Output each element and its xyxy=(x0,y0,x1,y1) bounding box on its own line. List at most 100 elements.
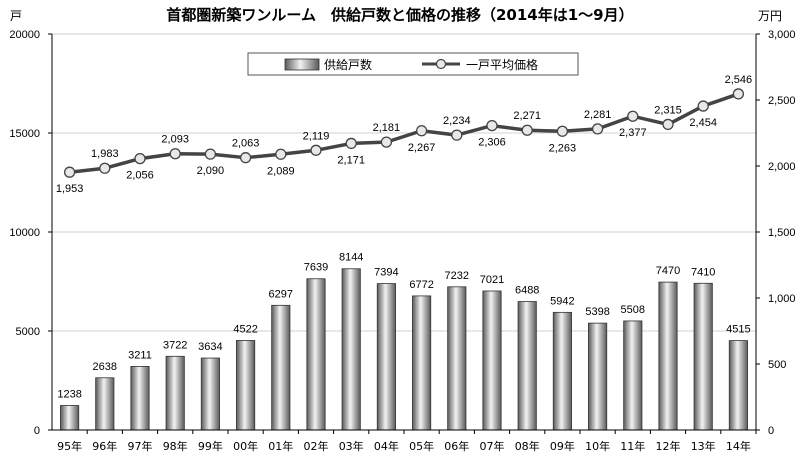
price-data-label: 2,306 xyxy=(478,137,506,149)
right-tick-label: 2,000 xyxy=(768,161,796,173)
bar-data-label: 4515 xyxy=(726,324,750,336)
price-point xyxy=(486,119,498,132)
x-tick-label: 10年 xyxy=(585,439,610,453)
x-tick-label: 97年 xyxy=(128,439,153,453)
x-tick-label: 05年 xyxy=(409,439,434,453)
bar-data-label: 7232 xyxy=(445,270,469,282)
price-point xyxy=(732,88,745,100)
price-point xyxy=(380,136,393,148)
bar xyxy=(376,283,396,431)
bar xyxy=(552,311,572,431)
left-tick-label: 20000 xyxy=(9,29,40,41)
left-axis-unit: 戸 xyxy=(10,9,22,23)
x-tick-label: 06年 xyxy=(444,439,469,453)
x-tick-label: 07年 xyxy=(480,439,505,453)
bar-data-label: 6297 xyxy=(269,288,293,300)
x-tick-label: 11年 xyxy=(620,439,645,453)
price-line xyxy=(69,92,739,174)
price-point xyxy=(627,110,639,122)
x-tick-label: 00年 xyxy=(233,439,258,453)
price-point xyxy=(275,148,287,160)
bar xyxy=(588,322,608,431)
price-point xyxy=(451,129,463,141)
legend-bar-label: 供給戸数 xyxy=(324,57,372,72)
bar xyxy=(60,405,80,431)
price-point xyxy=(556,125,569,137)
bar-data-label: 3211 xyxy=(128,349,152,361)
gridlines xyxy=(52,33,756,332)
price-data-label: 2,090 xyxy=(197,165,225,177)
price-point xyxy=(169,148,181,160)
price-point xyxy=(99,162,111,174)
x-tick-label: 12年 xyxy=(656,439,681,453)
bar xyxy=(517,301,537,431)
right-tick-label: 2,500 xyxy=(768,95,796,107)
bar-data-label: 8144 xyxy=(339,252,363,264)
bar xyxy=(693,282,713,431)
chart-title: 首都圏新築ワンルーム 供給戸数と価格の推移（2014年は1〜9月） xyxy=(166,6,633,24)
left-tick-label: 10000 xyxy=(9,227,40,239)
price-point xyxy=(134,152,146,165)
price-data-label: 2,063 xyxy=(232,138,260,150)
price-data-label: 2,271 xyxy=(513,110,541,122)
price-point xyxy=(662,118,674,131)
price-data-label: 2,234 xyxy=(443,115,471,127)
price-point xyxy=(697,100,709,112)
x-tick-label: 13年 xyxy=(691,439,716,453)
legend: 供給戸数 一戸平均価格 xyxy=(247,52,579,76)
bar xyxy=(271,304,291,431)
price-data-label: 2,056 xyxy=(126,170,154,182)
x-tick-label: 09年 xyxy=(550,439,575,453)
x-tick-label: 95年 xyxy=(57,439,82,453)
bar xyxy=(200,357,220,431)
bar-data-label: 4522 xyxy=(233,323,257,335)
bar-data-label: 6772 xyxy=(409,279,433,291)
bar-data-label: 3634 xyxy=(198,341,222,353)
axes: 0 5000 10000 15000 20000 0 500 1,000 1,500 2,000 2… xyxy=(9,29,795,453)
bar xyxy=(95,377,115,431)
bar xyxy=(341,268,361,431)
bar-data-label: 7021 xyxy=(480,274,504,286)
bar xyxy=(236,340,256,431)
price-data-label: 2,089 xyxy=(267,165,295,177)
bar-data-label: 1238 xyxy=(57,388,81,400)
price-data-label: 2,377 xyxy=(619,127,647,139)
right-tick-label: 0 xyxy=(768,425,774,437)
price-point xyxy=(415,125,428,137)
x-tick-label: 99年 xyxy=(198,439,223,453)
left-tick-label: 15000 xyxy=(9,128,40,140)
price-data-label: 2,546 xyxy=(725,74,753,86)
legend-line-label: 一戸平均価格 xyxy=(466,57,538,72)
price-point xyxy=(204,148,217,160)
bar-data-label: 3722 xyxy=(163,339,187,351)
bar xyxy=(728,340,748,431)
price-data-label: 2,171 xyxy=(337,154,365,166)
price-data-label: 2,093 xyxy=(161,134,189,146)
bar-data-label: 5398 xyxy=(585,306,609,318)
x-tick-label: 04年 xyxy=(374,439,399,453)
line-series: 1,953 1,983 2,056 2,093 2,090 2,063 2,089 2,119… xyxy=(56,74,752,195)
bar xyxy=(482,290,502,431)
price-point xyxy=(239,152,252,164)
legend-line-marker xyxy=(435,58,447,70)
price-point xyxy=(591,123,604,135)
price-data-label: 2,263 xyxy=(549,142,577,154)
bar xyxy=(306,278,326,431)
bar-data-label: 7394 xyxy=(374,267,398,279)
right-tick-label: 500 xyxy=(768,359,786,371)
bar-data-label: 5942 xyxy=(550,295,574,307)
price-data-label: 2,454 xyxy=(689,117,717,129)
x-tick-label: 03年 xyxy=(339,439,364,453)
price-point xyxy=(345,137,357,150)
x-tick-label: 08年 xyxy=(515,439,540,453)
right-axis-unit: 万円 xyxy=(758,9,782,23)
legend-box xyxy=(247,52,579,76)
price-point xyxy=(310,144,322,156)
right-tick-label: 1,000 xyxy=(768,293,796,305)
left-tick-label: 5000 xyxy=(16,326,40,338)
bar-data-label: 7410 xyxy=(691,266,715,278)
x-tick-label: 14年 xyxy=(726,439,751,453)
bar-data-label: 5508 xyxy=(621,304,645,316)
price-data-label: 1,983 xyxy=(91,148,119,160)
bar xyxy=(658,281,678,431)
